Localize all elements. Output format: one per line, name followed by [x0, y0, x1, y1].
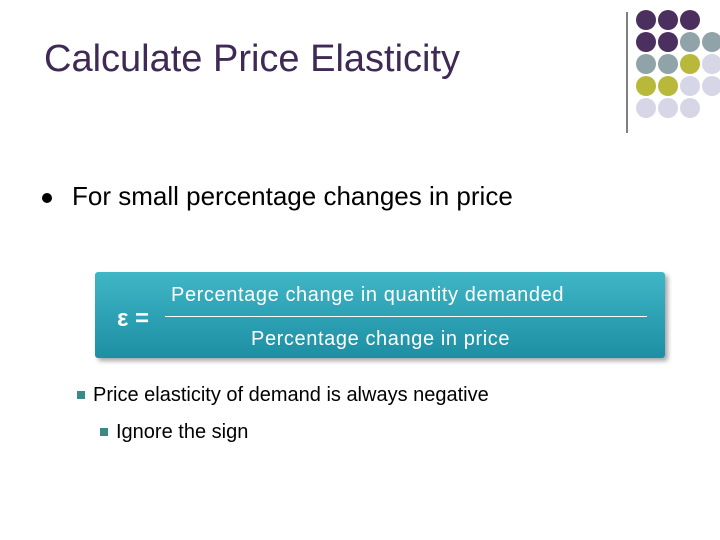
formula-symbol: ε = — [117, 305, 150, 332]
bullet-icon — [42, 193, 52, 203]
sub-sub-bullet: Ignore the sign — [116, 421, 249, 443]
title: Calculate Price Elasticity — [44, 38, 461, 80]
bullet-icon — [100, 428, 108, 436]
formula-box: ε = Percentage change in quantity demand… — [95, 272, 665, 358]
sub-bullet: Price elasticity of demand is always neg… — [93, 384, 489, 406]
denominator: Percentage change in price — [251, 328, 511, 350]
fraction-line — [165, 316, 647, 317]
bullet: For small percentage changes in price — [72, 181, 513, 211]
numerator: Percentage change in quantity demanded — [171, 284, 565, 306]
bullet-icon — [77, 391, 85, 399]
decoration — [626, 10, 720, 133]
